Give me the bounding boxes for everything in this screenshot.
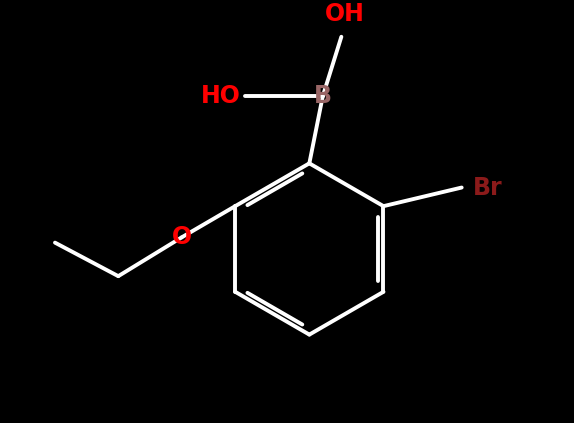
Text: O: O	[172, 225, 192, 250]
Text: HO: HO	[201, 84, 241, 108]
Text: Br: Br	[473, 176, 502, 200]
Text: OH: OH	[325, 2, 365, 26]
Text: B: B	[314, 84, 332, 108]
